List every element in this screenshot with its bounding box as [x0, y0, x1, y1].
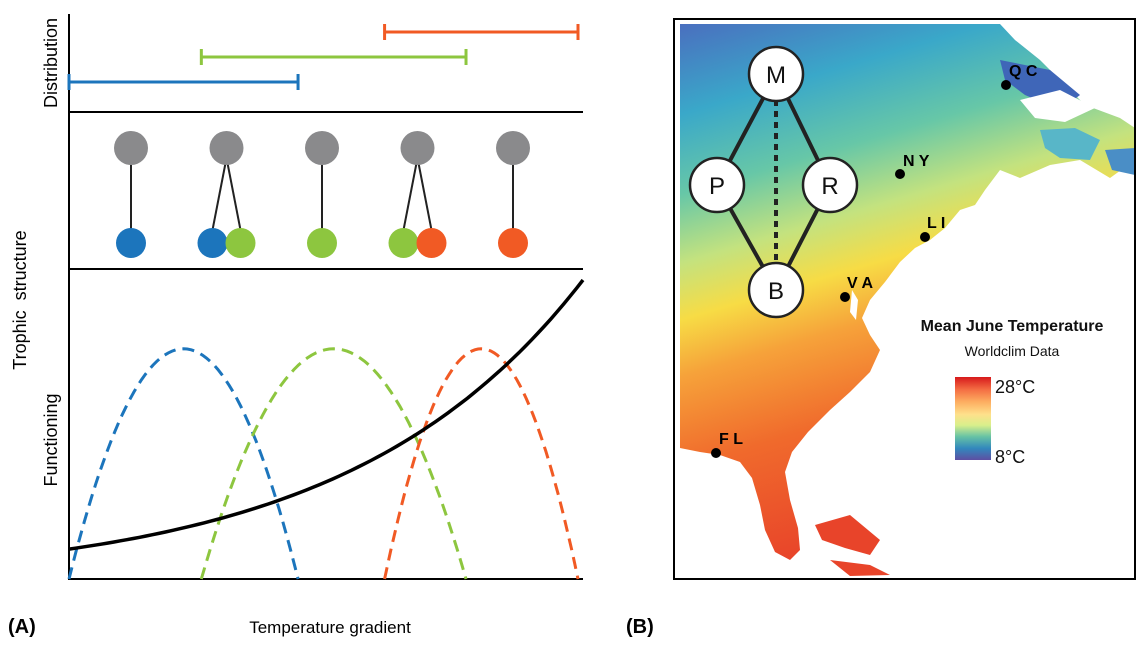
consumer-node-green: [388, 228, 419, 258]
legend-color-bar: [955, 377, 991, 460]
network-diagram: M P R B: [688, 45, 859, 319]
resource-node: [496, 131, 530, 165]
performance-curve-orange: [383, 347, 580, 580]
consumer-node-green: [225, 228, 256, 258]
land-mass: [680, 24, 1135, 560]
temperature-legend: Mean June Temperature Worldclim Data 28°…: [921, 318, 1104, 467]
node-m: [747, 45, 805, 103]
trophic-module: [305, 131, 339, 258]
trophic-modules: [114, 131, 530, 258]
location-label-qc: Q C: [1009, 63, 1038, 80]
trophic-link: [211, 157, 228, 231]
trophic-module: [197, 131, 256, 258]
distribution-range-blue: [67, 74, 300, 90]
consumer-node-green: [307, 228, 337, 258]
caribbean-island-2: [830, 560, 890, 576]
caribbean-island: [815, 515, 880, 555]
performance-curve-green: [199, 347, 468, 580]
gulf-st-lawrence: [1020, 90, 1095, 122]
overall-functioning-curve: [68, 278, 585, 551]
distribution-range-orange: [383, 24, 580, 40]
location-label-ny: N Y: [903, 153, 930, 170]
node-r-label: R: [821, 173, 838, 200]
location-dot-fl: [711, 448, 721, 458]
consumer-node-orange: [416, 228, 447, 258]
distribution-label: Distribution: [41, 18, 61, 108]
legend-max-label: 28°C: [995, 377, 1035, 397]
trophic-link: [416, 157, 433, 231]
node-m-label: M: [766, 62, 786, 89]
resource-node: [114, 131, 148, 165]
location-dot-ny: [895, 169, 905, 179]
consumer-node-blue: [197, 228, 228, 258]
legend-title: Mean June Temperature: [921, 318, 1104, 335]
resource-node: [209, 131, 244, 165]
node-b: [747, 261, 805, 319]
panel-b: M P R B Q C N Y L I V A F L Mean June Te…: [626, 18, 1136, 638]
panel-b-tag: (B): [626, 616, 654, 638]
functioning-curves: [67, 278, 585, 580]
distribution-range-green: [199, 49, 468, 65]
consumer-node-blue: [116, 228, 146, 258]
performance-curve-blue: [67, 347, 300, 580]
node-p: [688, 156, 746, 214]
trophic-link: [402, 157, 419, 231]
trophic-link: [225, 157, 242, 231]
x-axis-label: Temperature gradient: [249, 618, 411, 637]
land-far-east: [1105, 148, 1135, 175]
land-east: [1040, 128, 1100, 160]
location-label-fl: F L: [719, 431, 743, 448]
legend-min-label: 8°C: [995, 447, 1025, 467]
location-dot-li: [920, 232, 930, 242]
trophic-structure-label: Trophic structure: [10, 230, 30, 369]
trophic-module: [496, 131, 530, 258]
panel-a-tag: (A): [8, 616, 36, 638]
temperature-map: [680, 24, 1135, 576]
chesapeake: [850, 290, 858, 320]
node-p-label: P: [709, 173, 725, 200]
resource-node: [400, 131, 435, 165]
node-r: [801, 156, 859, 214]
location-label-li: L I: [927, 215, 945, 232]
trophic-module: [114, 131, 148, 258]
map-frame: [673, 18, 1136, 580]
legend-subtitle: Worldclim Data: [965, 343, 1060, 359]
resource-node: [305, 131, 339, 165]
location-dot-va: [840, 292, 850, 302]
location-dot-qc: [1001, 80, 1011, 90]
consumer-node-orange: [498, 228, 528, 258]
trophic-module: [388, 131, 447, 258]
node-b-label: B: [768, 278, 784, 305]
location-label-va: V A: [847, 275, 874, 292]
panel-a: Distribution Trophic structure Functioni…: [8, 14, 585, 638]
distribution-ranges: [67, 24, 580, 90]
locations: Q C N Y L I V A F L: [711, 63, 1038, 458]
functioning-label: Functioning: [41, 393, 61, 486]
